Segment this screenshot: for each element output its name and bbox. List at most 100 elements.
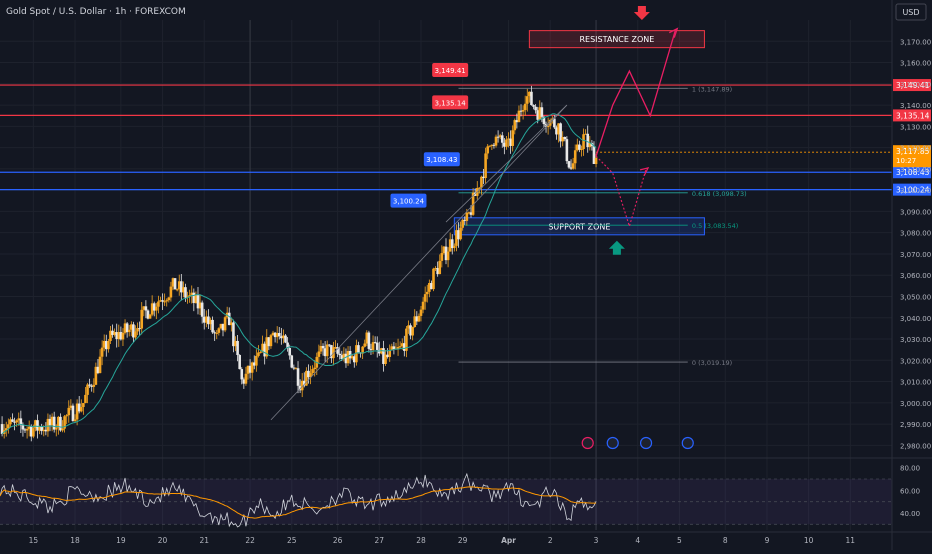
candle-body xyxy=(111,330,114,335)
candle-body xyxy=(34,420,37,429)
candle-body xyxy=(555,127,558,135)
candle-body xyxy=(484,153,487,179)
candle-body xyxy=(313,367,317,370)
candle-body xyxy=(565,139,569,162)
candle-body xyxy=(532,105,535,107)
candle-body xyxy=(94,366,98,385)
y-tick-15: 3,020.00 xyxy=(900,357,931,365)
candle-body xyxy=(573,150,577,164)
candle-body xyxy=(129,324,133,330)
candle-body xyxy=(121,332,125,340)
candle-body xyxy=(102,340,106,348)
candle-body xyxy=(498,135,502,137)
candle-body xyxy=(221,323,225,331)
event-markers[interactable] xyxy=(581,436,694,450)
candle-body xyxy=(438,260,442,275)
candle-body xyxy=(455,230,458,246)
candle-body xyxy=(423,294,427,302)
candle-body xyxy=(290,355,294,368)
candle-body xyxy=(7,424,10,429)
candle-body xyxy=(123,323,127,333)
candle-body xyxy=(586,133,590,148)
candle-body xyxy=(469,212,473,215)
candle-body xyxy=(54,427,58,430)
candle-body xyxy=(132,324,135,338)
x-tick-7: 26 xyxy=(333,536,343,545)
candle-body xyxy=(559,123,562,142)
candle-body xyxy=(61,428,64,431)
x-tick-19: 11 xyxy=(846,536,856,545)
candle-body xyxy=(300,380,304,391)
level-tag-text-1: 3,135.14 xyxy=(896,111,930,120)
x-tick-14: 4 xyxy=(635,536,640,545)
candle-body xyxy=(223,317,227,331)
candle-body xyxy=(505,139,508,147)
candle-body xyxy=(415,316,419,322)
candle-body xyxy=(50,416,54,426)
candle-body xyxy=(517,110,521,123)
candle-body xyxy=(321,345,325,349)
candle-body xyxy=(375,342,379,350)
candle-body xyxy=(234,340,237,347)
candle-body xyxy=(540,107,544,117)
x-tick-17: 9 xyxy=(765,536,770,545)
candle-body xyxy=(171,278,175,287)
candle-body xyxy=(430,283,433,290)
candle-body xyxy=(257,352,260,356)
fib-retracement[interactable]: 1 (3,147.89) 0.618 (3,098.73) 0.5 (3,083.5… xyxy=(458,85,747,367)
y-tick-4: 3,130.00 xyxy=(900,123,931,131)
candle-body xyxy=(242,379,246,384)
x-tick-10: 29 xyxy=(458,536,468,545)
candle-body xyxy=(546,125,550,128)
candle-body xyxy=(159,300,162,302)
zones[interactable]: RESISTANCE ZONE SUPPORT ZONE xyxy=(453,6,705,255)
candle-body xyxy=(104,340,108,350)
y-tick-18: 2,990.00 xyxy=(900,421,931,429)
candle-body xyxy=(450,239,454,249)
candle-body xyxy=(492,144,496,146)
candle-body xyxy=(286,342,289,348)
candle-body xyxy=(150,303,154,315)
candle-body xyxy=(459,227,462,240)
candle-body xyxy=(344,353,348,364)
candle-body xyxy=(317,351,321,357)
y-tick-8: 3,090.00 xyxy=(900,208,931,216)
level-tag-3 xyxy=(893,183,931,196)
y-tick-11: 3,060.00 xyxy=(900,272,931,280)
x-tick-6: 25 xyxy=(287,536,297,545)
candle-body xyxy=(432,268,435,290)
y-tick-0: 3,170.00 xyxy=(900,38,931,46)
candle-body xyxy=(561,137,565,142)
candle-body xyxy=(282,335,285,339)
candle-body xyxy=(463,219,467,221)
candle-body xyxy=(219,323,223,329)
candle-body xyxy=(188,295,191,297)
trend-channel-upper xyxy=(445,104,568,223)
candle-body xyxy=(63,416,66,429)
level-tag-text-0: 3,149.41 xyxy=(896,81,930,90)
candle-body xyxy=(215,332,219,334)
candle-body xyxy=(342,353,346,359)
candle-body xyxy=(207,316,210,325)
level-tag-text-2: 3,108.43 xyxy=(896,168,930,177)
candle-body xyxy=(421,301,425,310)
current-price-text: 3,117.85 xyxy=(896,147,930,156)
candle-body xyxy=(230,322,233,326)
candle-body xyxy=(486,146,489,154)
currency-button[interactable] xyxy=(895,3,927,21)
candle-body xyxy=(296,368,300,386)
candle-body xyxy=(255,355,258,366)
x-tick-2: 19 xyxy=(116,536,126,545)
x-tick-18: 10 xyxy=(804,536,814,545)
candle-body xyxy=(48,418,52,426)
candle-body xyxy=(503,142,506,147)
candle-body xyxy=(557,123,560,135)
projection-bullish-path xyxy=(595,30,676,157)
candle-body xyxy=(528,91,531,97)
candle-body xyxy=(259,352,262,354)
projection-arrows[interactable] xyxy=(595,27,679,229)
event-marker-3 xyxy=(681,436,694,450)
candle-body xyxy=(200,302,204,317)
candle-body xyxy=(350,356,354,359)
